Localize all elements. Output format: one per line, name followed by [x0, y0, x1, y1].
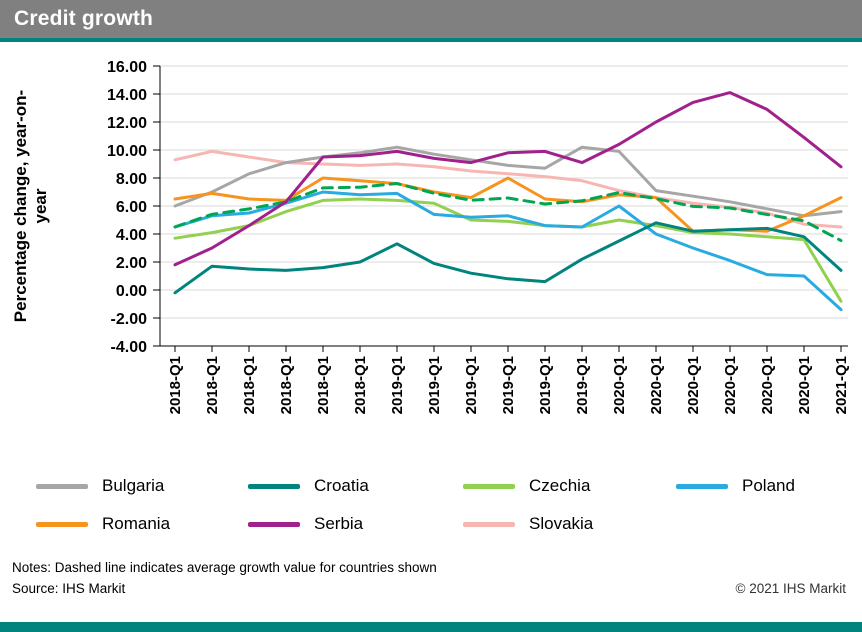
- svg-text:2.00: 2.00: [116, 255, 147, 272]
- series-croatia: [173, 221, 843, 295]
- svg-text:2020-Q1: 2020-Q1: [796, 356, 813, 414]
- legend-label: Serbia: [314, 514, 364, 533]
- footer-accent-bar: [0, 622, 862, 632]
- svg-text:2020-Q1: 2020-Q1: [685, 356, 702, 414]
- series-bulgaria: [173, 145, 843, 218]
- svg-text:8.00: 8.00: [116, 171, 147, 188]
- legend-item-romania: Romania: [36, 514, 248, 534]
- svg-text:2018-Q1: 2018-Q1: [167, 356, 184, 414]
- svg-text:4.00: 4.00: [116, 227, 147, 244]
- legend-label: Czechia: [529, 476, 591, 495]
- notes-block: Notes: Dashed line indicates average gro…: [12, 558, 848, 600]
- legend-label: Bulgaria: [102, 476, 165, 495]
- svg-text:14.00: 14.00: [107, 87, 147, 104]
- svg-text:2019-Q1: 2019-Q1: [574, 356, 591, 414]
- svg-text:2019-Q1: 2019-Q1: [463, 356, 480, 414]
- svg-text:2020-Q1: 2020-Q1: [759, 356, 776, 414]
- series-serbia: [173, 91, 843, 267]
- series-average: [173, 182, 843, 243]
- legend-label: Romania: [102, 514, 171, 533]
- header-accent-line: [0, 38, 862, 42]
- legend-swatch: [248, 483, 300, 489]
- svg-text:2018-Q1: 2018-Q1: [241, 356, 258, 414]
- legend-swatch: [248, 521, 300, 527]
- legend-item-bulgaria: Bulgaria: [36, 476, 248, 496]
- svg-text:2019-Q1: 2019-Q1: [500, 356, 517, 414]
- svg-text:6.00: 6.00: [116, 199, 147, 216]
- svg-text:10.00: 10.00: [107, 143, 147, 160]
- notes-line: Notes: Dashed line indicates average gro…: [12, 560, 437, 575]
- svg-text:2018-Q1: 2018-Q1: [204, 356, 221, 414]
- legend: Bulgaria Croatia Czechia Poland Romania Serbi…: [36, 476, 862, 534]
- svg-text:Percentage change, year-on-: Percentage change, year-on-: [11, 90, 30, 322]
- legend-label: Croatia: [314, 476, 369, 495]
- svg-text:16.00: 16.00: [107, 59, 147, 76]
- legend-item-serbia: Serbia: [248, 514, 463, 534]
- legend-item-czechia: Czechia: [463, 476, 676, 496]
- svg-text:year: year: [31, 188, 50, 223]
- title-bar: Credit growth: [0, 0, 862, 38]
- copyright-text: © 2021 IHS Markit: [735, 580, 847, 596]
- series-czechia: [173, 197, 843, 303]
- legend-swatch: [463, 483, 515, 489]
- svg-text:2020-Q1: 2020-Q1: [722, 356, 739, 414]
- svg-text:-4.00: -4.00: [111, 339, 148, 356]
- svg-text:2020-Q1: 2020-Q1: [611, 356, 628, 414]
- legend-swatch: [463, 521, 515, 527]
- svg-text:0.00: 0.00: [116, 283, 147, 300]
- legend-swatch: [36, 521, 88, 527]
- source-line: Source: IHS Markit: [12, 580, 126, 596]
- svg-text:2019-Q1: 2019-Q1: [537, 356, 554, 414]
- svg-text:2019-Q1: 2019-Q1: [426, 356, 443, 414]
- svg-text:2021-Q1: 2021-Q1: [833, 356, 850, 414]
- legend-label: Slovakia: [529, 514, 594, 533]
- legend-item-croatia: Croatia: [248, 476, 463, 496]
- svg-text:2018-Q1: 2018-Q1: [278, 356, 295, 414]
- legend-swatch: [36, 483, 88, 489]
- svg-text:12.00: 12.00: [107, 115, 147, 132]
- legend-label: Poland: [742, 476, 795, 495]
- svg-text:2018-Q1: 2018-Q1: [352, 356, 369, 414]
- svg-text:2018-Q1: 2018-Q1: [315, 356, 332, 414]
- legend-item-poland: Poland: [676, 476, 862, 496]
- page-title: Credit growth: [14, 7, 154, 30]
- svg-text:-2.00: -2.00: [111, 311, 148, 328]
- svg-text:2020-Q1: 2020-Q1: [648, 356, 665, 414]
- legend-swatch: [676, 483, 728, 489]
- svg-text:2019-Q1: 2019-Q1: [389, 356, 406, 414]
- legend-item-slovakia: Slovakia: [463, 514, 676, 534]
- credit-growth-chart: 16.00 14.00 12.00 10.00 8.00 6.00 4.00 2.00 0.00…: [11, 59, 850, 414]
